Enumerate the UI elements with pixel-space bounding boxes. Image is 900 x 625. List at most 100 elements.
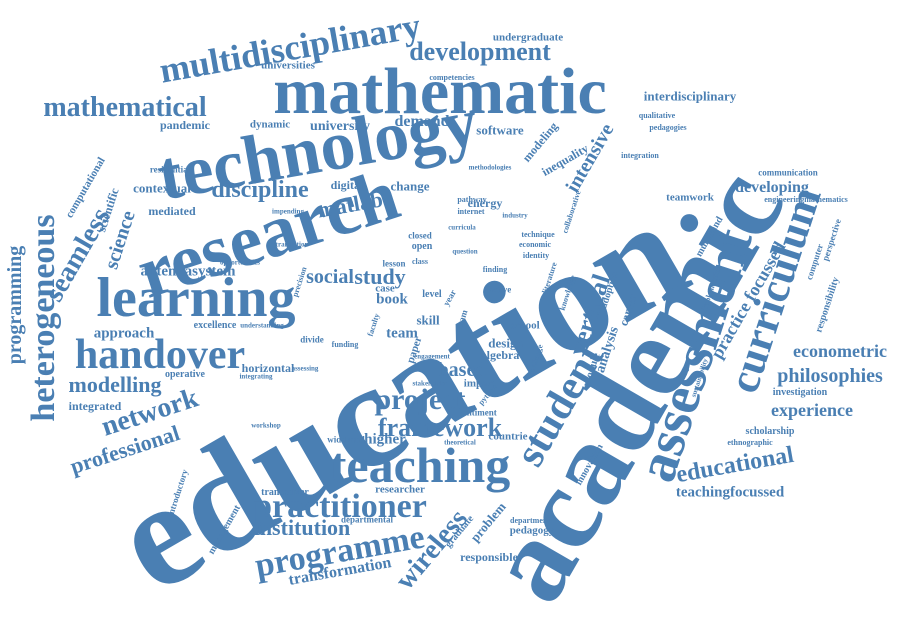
word-finding: finding — [482, 265, 508, 274]
word-teaching: teaching — [329, 437, 511, 493]
word-perspective: perspective — [820, 217, 843, 263]
word-approach: approach — [93, 325, 155, 342]
word-digital: digital — [330, 178, 364, 192]
word-skill: skill — [416, 312, 440, 328]
word-study: study — [354, 264, 406, 289]
word-design: design — [488, 335, 524, 351]
word-based: based — [437, 359, 487, 381]
word-algebra: algebra — [480, 348, 520, 362]
word-mathematic: mathematic — [273, 55, 607, 128]
word-active: active — [488, 284, 512, 295]
word-university: university — [310, 119, 370, 134]
word-software: software — [476, 122, 524, 138]
word-programming: programming — [4, 245, 26, 365]
word-lesson: lesson — [382, 258, 406, 269]
word-social: social — [306, 266, 354, 288]
word-industry: industry — [502, 211, 528, 220]
word-case: case — [375, 282, 395, 295]
word-transceiver: transceiver — [261, 487, 309, 498]
word-dynamic: dynamic — [249, 118, 291, 131]
word-qualitative: qualitative — [638, 111, 676, 120]
word-communication: communication — [758, 167, 818, 178]
word-economic: economic — [519, 240, 551, 249]
word-stakeholder: stakeholder — [412, 379, 448, 388]
word-antennasystem: antennasystem — [140, 263, 236, 280]
word-higher: higher — [364, 431, 406, 448]
word-framework: framework — [377, 413, 503, 442]
word-departmental: departmental — [341, 514, 393, 525]
word-energy: energy — [467, 196, 503, 210]
word-discipline: discipline — [211, 177, 309, 203]
word-ethnographic: ethnographic — [727, 438, 773, 447]
word-undergraduate: undergraduate — [492, 31, 564, 44]
word-engagement: engagement — [414, 352, 450, 361]
word-question: question — [452, 247, 478, 256]
word-methodologies: methodologies — [468, 163, 512, 172]
word-technique: technique — [521, 230, 555, 239]
word-workshop: workshop — [251, 421, 281, 430]
word-team: team — [386, 325, 418, 342]
word-residential: residential — [149, 164, 191, 175]
word-investigation: investigation — [772, 387, 828, 398]
word-curricula: curricula — [448, 223, 476, 232]
word-econometric: econometric — [793, 341, 887, 361]
word-practitioner: practitioner — [253, 488, 427, 525]
word-wideband: wideband — [327, 434, 365, 445]
word-theoretical: theoretical — [444, 438, 476, 447]
word-developing: developing — [735, 179, 809, 196]
word-level: level — [422, 289, 442, 300]
word-integrating: integrating — [239, 372, 273, 381]
word-closed: closed — [408, 230, 432, 241]
word-project: project — [374, 383, 466, 416]
word-operative: operative — [165, 369, 205, 380]
word-funding: funding — [331, 340, 359, 349]
word-identity: identity — [522, 251, 550, 260]
word-understanding: understanding — [240, 321, 284, 330]
word-universities: universities — [261, 59, 315, 72]
word-teamwork: teamwork — [666, 191, 714, 204]
word-class: class — [412, 257, 428, 266]
word-learning: learning — [96, 267, 296, 329]
word-pathway: pathway — [457, 195, 487, 204]
word-pandemic: pandemic — [159, 118, 211, 132]
word-excellence: excellence — [193, 320, 237, 331]
word-pedagogy: pedagogy — [509, 524, 555, 537]
word-assessing: assessing — [291, 364, 319, 373]
word-responsibility: responsibility — [813, 275, 842, 334]
word-internet: internet — [457, 207, 485, 216]
word-philosophies: philosophies — [777, 365, 883, 387]
word-divide: divide — [300, 334, 324, 345]
word-open: open — [411, 241, 433, 252]
word-integrated: integrated — [68, 399, 122, 413]
word-translation: translation — [275, 240, 309, 249]
word-scholarship: scholarship — [745, 426, 795, 437]
word-engineeringmathematics: engineeringmathematics — [764, 195, 848, 204]
word-pedagogies: pedagogies — [649, 123, 687, 132]
word-handover: handover — [74, 332, 246, 378]
word-impact: impact — [463, 377, 497, 390]
word-interdisciplinary: interdisciplinary — [643, 88, 737, 104]
word-teachingfocussed: teachingfocussed — [675, 484, 785, 501]
word-horizontal: horizontal — [241, 361, 295, 375]
word-competencies: competencies — [429, 73, 475, 82]
word-institution: institution — [253, 515, 351, 540]
word-department: department — [510, 516, 550, 525]
word-experience: experience — [771, 400, 853, 420]
word-responsible: responsible — [460, 550, 518, 564]
word-heterogeneous: heterogeneous — [25, 214, 62, 422]
word-book: book — [376, 291, 408, 308]
word-opportunities: opportunities — [219, 258, 261, 267]
word-mathematical: mathematical — [43, 92, 207, 123]
word-change: change — [390, 178, 430, 194]
word-researcher: researcher — [375, 483, 425, 496]
word-countrie: countrie — [488, 430, 528, 443]
word-modelling: modelling — [68, 372, 162, 397]
word-demand: demand — [394, 113, 450, 130]
word-sentiment: sentiment — [459, 407, 497, 418]
word-contextual: contextual — [133, 180, 191, 196]
word-integration: integration — [621, 151, 659, 160]
word-development: development — [409, 37, 551, 66]
word-school: school — [510, 319, 540, 332]
word-impending: impending — [272, 207, 304, 216]
